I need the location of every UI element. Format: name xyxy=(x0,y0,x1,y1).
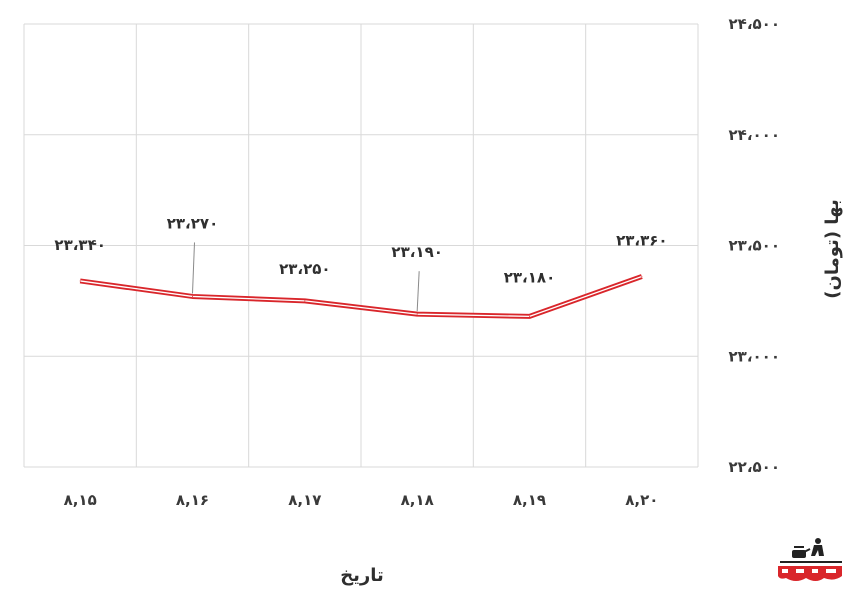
x-tick-label: ۸,۱۶ xyxy=(176,491,209,509)
leader-lines xyxy=(192,242,420,312)
data-point xyxy=(304,300,306,302)
price-line-core xyxy=(80,275,643,318)
data-point xyxy=(79,280,81,282)
data-label: ۲۳،۳۶۰ xyxy=(616,232,667,250)
y-tick-label: ۲۴،۵۰۰ xyxy=(729,15,780,33)
data-point xyxy=(529,315,530,317)
series-layer xyxy=(79,274,643,319)
grid xyxy=(23,23,699,468)
data-label: ۲۳،۱۹۰ xyxy=(391,243,442,261)
x-tick-label: ۸,۱۷ xyxy=(288,491,321,509)
y-tick-label: ۲۴،۰۰۰ xyxy=(729,126,780,144)
data-label: ۲۳،۱۸۰ xyxy=(504,268,555,286)
y-axis-ticks: ۲۲،۵۰۰ ۲۳،۰۰۰ ۲۳،۵۰۰ ۲۴،۰۰۰ ۲۴،۵۰۰ xyxy=(729,15,780,476)
y-tick-label: ۲۳،۵۰۰ xyxy=(729,237,780,255)
x-axis-ticks: ۸,۱۵ ۸,۱۶ ۸,۱۷ ۸,۱۸ ۸,۱۹ ۸,۲۰ xyxy=(64,491,659,509)
x-axis-title: تاریخ xyxy=(340,565,384,586)
x-tick-label: ۸,۱۹ xyxy=(513,491,546,509)
data-labels: ۲۳،۳۴۰ ۲۳،۲۷۰ ۲۳،۲۵۰ ۲۳،۱۹۰ ۲۳،۱۸۰ ۲۳،۳۶۰ xyxy=(54,214,667,286)
data-point xyxy=(192,295,193,297)
y-tick-label: ۲۳،۰۰۰ xyxy=(729,347,780,365)
y-tick-label: ۲۲،۵۰۰ xyxy=(729,458,780,476)
data-label: ۲۳،۲۵۰ xyxy=(279,260,330,278)
data-label: ۲۳،۲۷۰ xyxy=(167,214,218,232)
asroon-logo xyxy=(778,538,842,581)
data-point xyxy=(641,276,643,278)
x-tick-label: ۸,۱۸ xyxy=(401,491,434,509)
x-tick-label: ۸,۲۰ xyxy=(625,491,658,509)
data-label: ۲۳،۳۴۰ xyxy=(54,236,105,254)
y-axis-title: بها (تومان) xyxy=(822,199,843,298)
leader-line xyxy=(192,242,195,294)
leader-line xyxy=(416,271,420,312)
data-point xyxy=(416,313,418,315)
x-tick-label: ۸,۱۵ xyxy=(64,491,97,509)
